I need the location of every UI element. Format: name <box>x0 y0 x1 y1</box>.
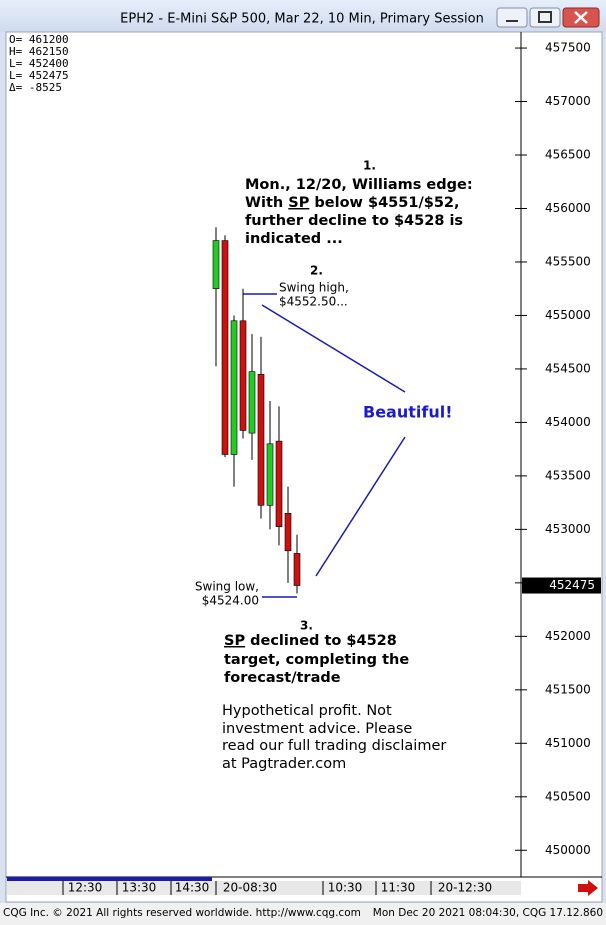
y-tick-label: 451000 <box>545 736 591 750</box>
x-tick-label: 13:30 <box>122 881 157 895</box>
annotation-line: Mon., 12/20, Williams edge: <box>245 177 473 193</box>
candle-body <box>248 371 256 434</box>
chart-area <box>5 31 603 903</box>
window-title: EPH2 - E-Mini S&P 500, Mar 22, 10 Min, P… <box>120 12 484 27</box>
disclaimer-line: read our full trading disclaimer <box>222 738 446 754</box>
disclaimer-line: Hypothetical profit. Not <box>222 703 392 719</box>
swing-label: $4524.00 <box>202 594 259 608</box>
swing-label: Swing high, <box>279 281 349 295</box>
annotation-part: declined to $4528 <box>245 633 397 649</box>
window-buttons[interactable] <box>496 7 600 28</box>
candle-body <box>257 373 265 506</box>
y-tick-label: 450000 <box>545 843 591 857</box>
y-tick-label: 457000 <box>545 94 591 108</box>
scroll-arrow[interactable] <box>578 880 598 896</box>
disclaimer-line: at Pagtrader.com <box>222 756 346 772</box>
ohlc-line: L= 452475 <box>9 69 69 82</box>
annotation-line: indicated ... <box>245 231 343 247</box>
candle-body <box>275 440 283 527</box>
annotation-line: forecast/trade <box>224 670 341 686</box>
step-number: 2. <box>310 264 323 278</box>
y-tick-label: 457500 <box>545 41 591 55</box>
candle-body <box>293 553 301 586</box>
annotation-line: target, completing the <box>224 652 409 668</box>
y-tick-label: 454000 <box>545 415 591 429</box>
disclaimer-line: investment advice. Please <box>222 721 412 737</box>
y-tick-label: 451500 <box>545 682 591 696</box>
candle-body <box>221 240 229 455</box>
candle-body <box>284 513 292 552</box>
y-tick-label: 454500 <box>545 361 591 375</box>
y-tick-label: 456000 <box>545 201 591 215</box>
candle-body <box>230 320 238 455</box>
annotation-line: SP declined to $4528 <box>224 633 397 649</box>
x-tick-label: 20-12:30 <box>438 881 492 895</box>
x-tick-label: 11:30 <box>381 881 416 895</box>
minimize-button[interactable] <box>496 7 528 28</box>
x-tick-label: 14:30 <box>175 881 210 895</box>
y-tick-label: 455500 <box>545 254 591 268</box>
candle-body <box>212 240 220 290</box>
y-tick-label: 452000 <box>545 629 591 643</box>
annotation-line: further decline to $4528 is <box>245 213 463 229</box>
y-tick-label: 450500 <box>545 789 591 803</box>
ohlc-line: Δ= -8525 <box>9 81 62 94</box>
swing-label: $4552.50... <box>279 295 348 309</box>
x-tick-label: 10:30 <box>328 881 363 895</box>
candle-body <box>266 443 274 506</box>
beautiful-label: Beautiful! <box>363 403 453 422</box>
last-price-label: 452475 <box>549 578 595 592</box>
x-axis-bar <box>7 881 521 895</box>
annotation-part: below $4551/$52, <box>309 195 459 211</box>
candle-body <box>239 320 247 431</box>
step-number: 1. <box>363 159 376 173</box>
annotations: 1. Mon., 12/20, Williams edge: With SP b… <box>195 159 473 773</box>
timestamp: Mon Dec 20 2021 08:04:30, CQG 17.12.860 <box>373 907 603 919</box>
y-tick-label: 456500 <box>545 148 591 162</box>
last-price-box <box>522 577 601 594</box>
status-bar <box>0 903 606 921</box>
y-tick-label: 455000 <box>545 308 591 322</box>
x-tick-label: 12:30 <box>68 881 103 895</box>
swing-label: Swing low, <box>195 580 259 594</box>
ohlc-line: L= 452400 <box>9 57 69 70</box>
annotation-part: SP <box>224 633 245 649</box>
annotation-part: SP <box>288 195 309 211</box>
copyright: CQG Inc. © 2021 All rights reserved worl… <box>3 907 361 919</box>
annotation-part: With <box>245 195 288 211</box>
y-tick-label: 453500 <box>545 468 591 482</box>
maximize-button[interactable] <box>529 7 561 28</box>
ohlc-line: O= 461200 <box>9 33 69 46</box>
step-number: 3. <box>300 619 313 633</box>
x-tick-label: 20-08:30 <box>223 881 277 895</box>
session-bar <box>7 877 212 881</box>
y-tick-label: 453000 <box>545 522 591 536</box>
ohlc-line: H= 462150 <box>9 45 69 58</box>
annotation-line: With SP below $4551/$52, <box>245 195 460 211</box>
